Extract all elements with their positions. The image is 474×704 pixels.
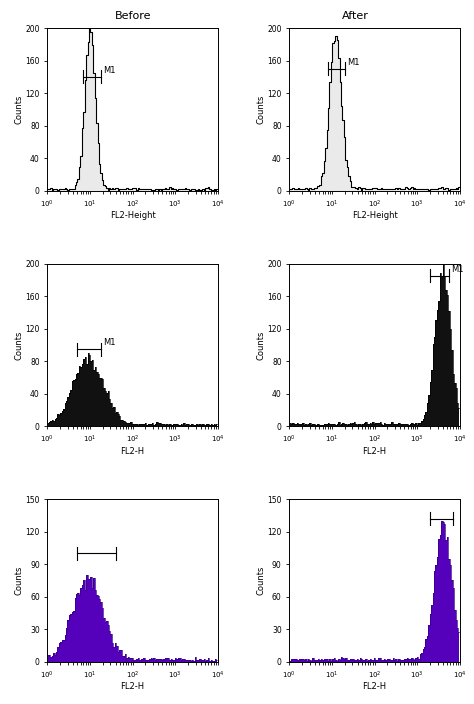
Text: M1: M1 [451, 265, 464, 274]
X-axis label: FL2-H: FL2-H [363, 446, 387, 455]
Text: Before: Before [114, 11, 151, 20]
X-axis label: FL2-H: FL2-H [120, 446, 145, 455]
Y-axis label: Counts: Counts [257, 330, 266, 360]
Y-axis label: Counts: Counts [15, 566, 24, 595]
X-axis label: FL2-Height: FL2-Height [352, 211, 398, 220]
Y-axis label: Counts: Counts [257, 95, 266, 124]
X-axis label: FL2-Height: FL2-Height [109, 211, 155, 220]
X-axis label: FL2-H: FL2-H [363, 682, 387, 691]
Text: After: After [342, 11, 369, 20]
X-axis label: FL2-H: FL2-H [120, 682, 145, 691]
Text: M1: M1 [103, 338, 116, 347]
Text: M1: M1 [347, 58, 360, 67]
Y-axis label: Counts: Counts [15, 95, 24, 124]
Y-axis label: Counts: Counts [15, 330, 24, 360]
Text: M1: M1 [103, 66, 116, 75]
Y-axis label: Counts: Counts [257, 566, 266, 595]
